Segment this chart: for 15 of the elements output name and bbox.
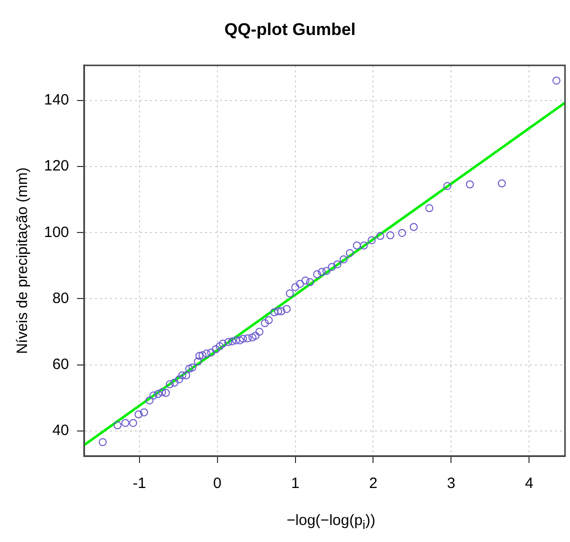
chart-title: QQ-plot Gumbel [224, 20, 356, 39]
y-axis-title: Níveis de precipitação (mm) [14, 167, 32, 354]
x-tick-label: -1 [132, 475, 146, 492]
x-tick-label: 3 [447, 475, 456, 492]
y-tick-label: 60 [52, 356, 70, 373]
y-tick-label: 100 [44, 224, 70, 241]
x-tick-label: 1 [291, 475, 300, 492]
x-tick-label: 4 [524, 475, 534, 492]
x-tick-label: 0 [213, 475, 222, 492]
y-tick-label: 120 [44, 158, 70, 175]
x-axis-title: −log(−log(p$_{i}$)) [286, 512, 376, 532]
y-tick-label: 40 [52, 422, 70, 440]
y-tick-label: 140 [44, 92, 70, 109]
y-tick-label: 80 [52, 290, 70, 307]
x-tick-label: 2 [369, 475, 378, 492]
